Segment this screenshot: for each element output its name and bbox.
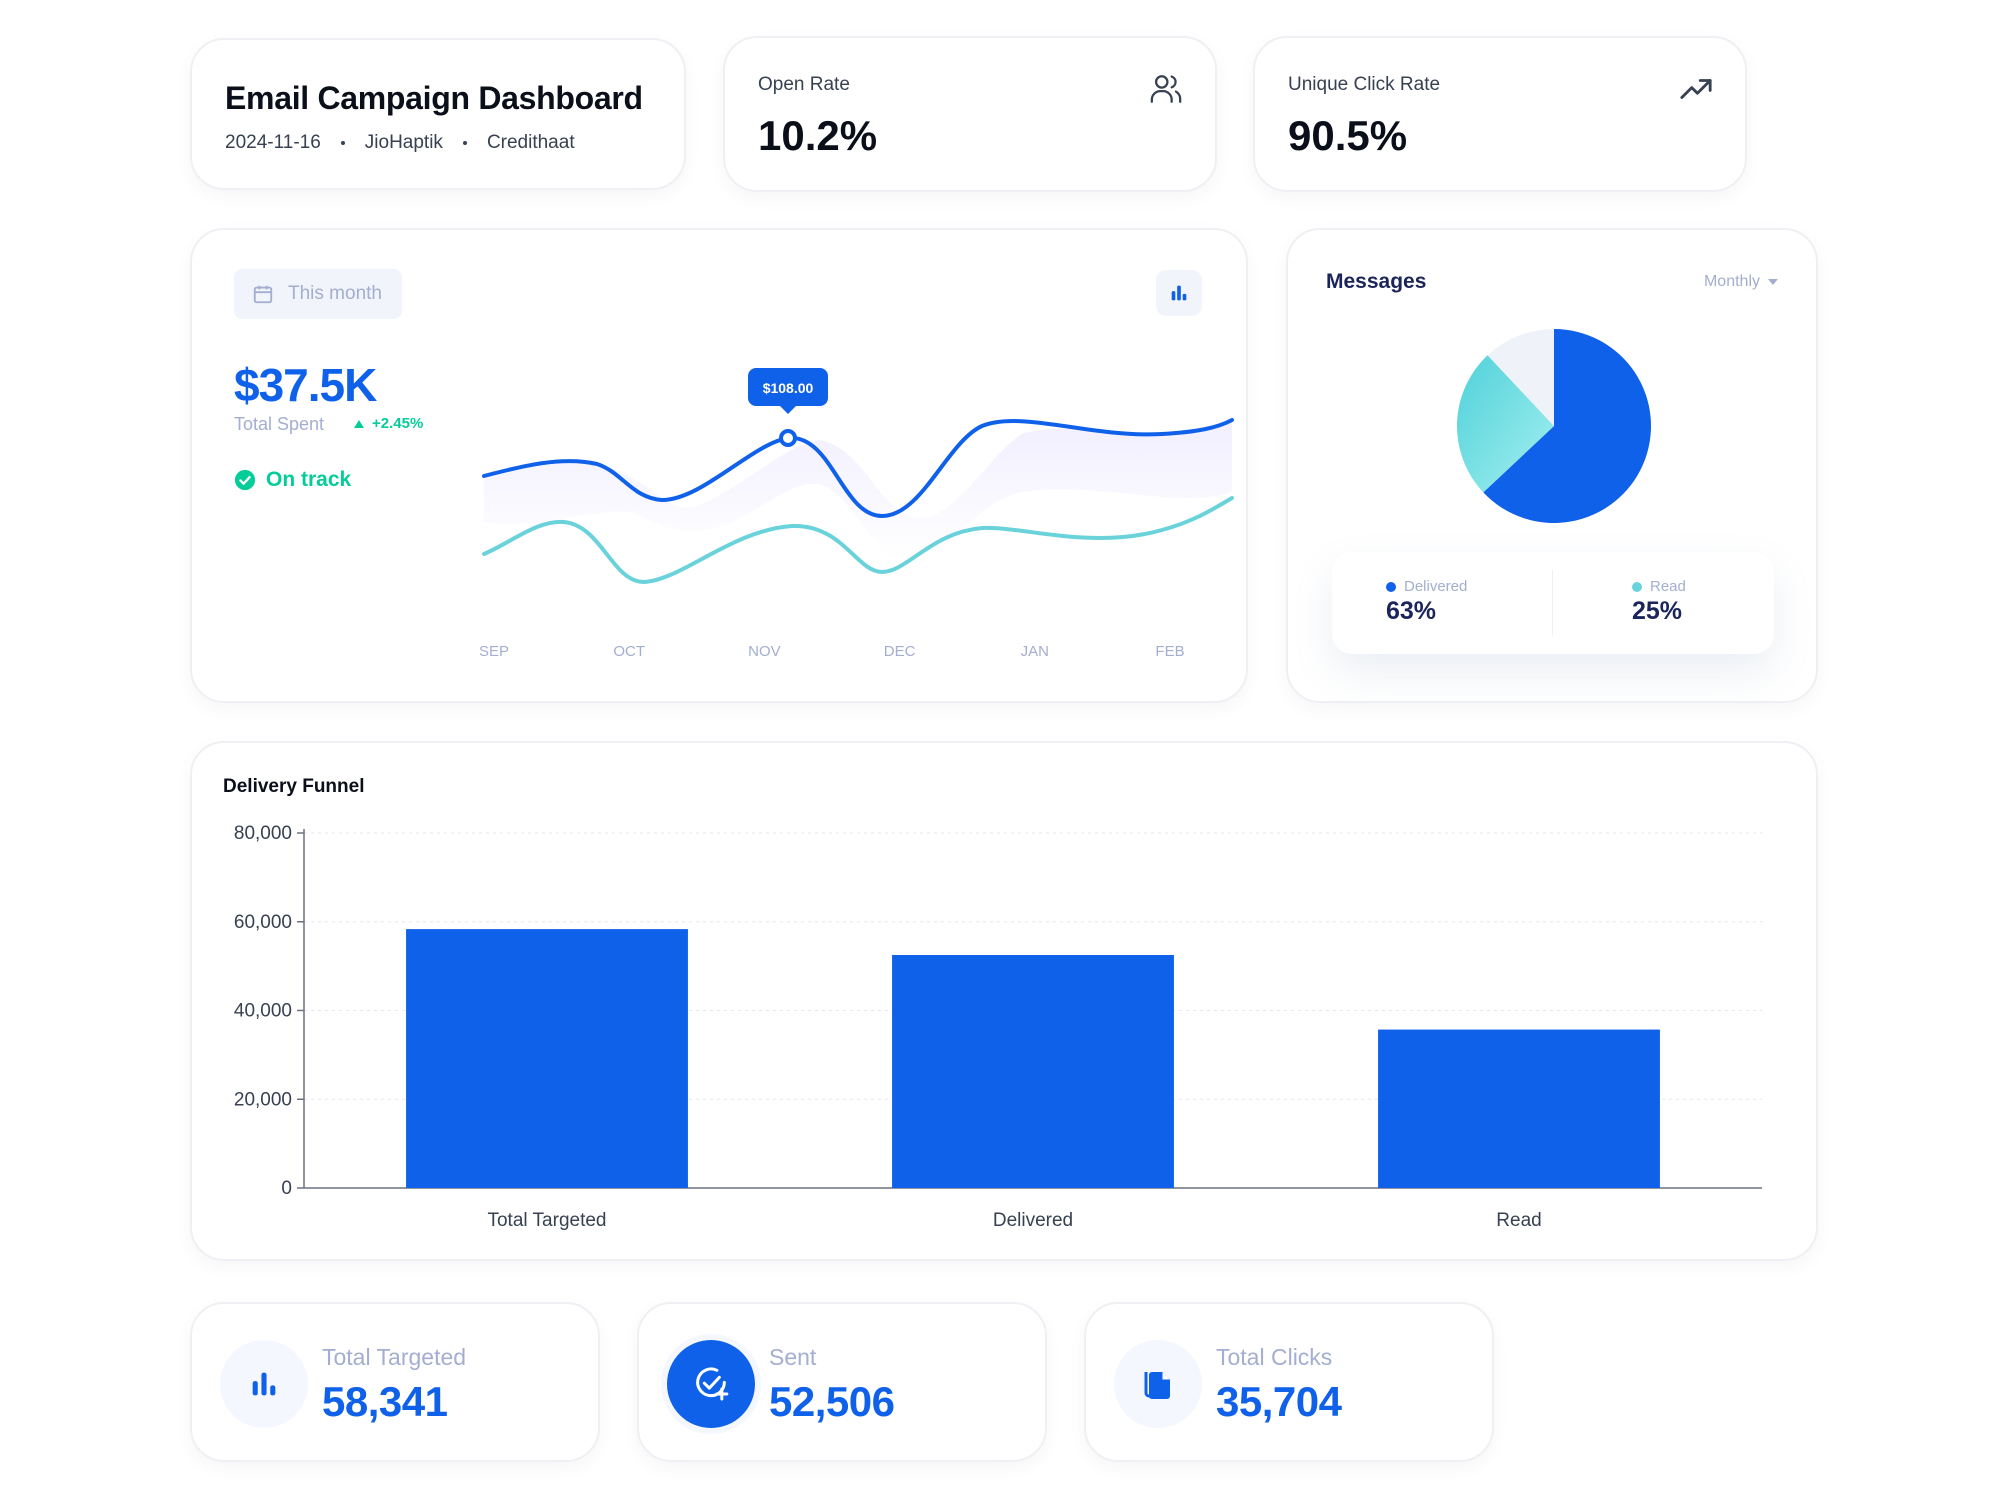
stat-icon-wrap bbox=[667, 1340, 755, 1428]
month-label: FEB bbox=[1155, 643, 1184, 660]
stat-value: 52,506 bbox=[769, 1378, 895, 1425]
legend-item-read: Read 25% bbox=[1632, 578, 1686, 626]
status-text: On track bbox=[266, 468, 352, 491]
caret-up-icon bbox=[354, 419, 364, 428]
stat-card-sent: Sent 52,506 bbox=[637, 1302, 1047, 1462]
month-label: DEC bbox=[884, 643, 916, 660]
x-tick-label: Total Targeted bbox=[487, 1210, 606, 1231]
users-icon bbox=[1150, 75, 1182, 103]
stat-value: 58,341 bbox=[322, 1378, 448, 1425]
click-rate-card: Unique Click Rate 90.5% bbox=[1253, 36, 1747, 192]
stat-label: Total Targeted bbox=[322, 1344, 467, 1370]
month-label: OCT bbox=[613, 643, 645, 660]
messages-card: Messages Monthly Delivered 63% Read 25% bbox=[1286, 228, 1818, 703]
bar-chart-icon bbox=[252, 1372, 276, 1396]
y-tick-label: 40,000 bbox=[234, 1001, 292, 1022]
bar-total-targeted[interactable] bbox=[406, 929, 688, 1188]
separator-dot bbox=[340, 141, 345, 145]
x-tick-label: Read bbox=[1496, 1210, 1541, 1231]
bar-chart-icon bbox=[1171, 285, 1187, 301]
secondary-series-line bbox=[482, 496, 1234, 585]
campaign-meta: 2024-11-16 JioHaptik Credithaat bbox=[225, 132, 575, 154]
campaign-brand: Credithaat bbox=[486, 132, 575, 153]
delivery-funnel-chart: 0 20,000 40,000 60,000 80,000 Total Targeted D… bbox=[234, 823, 1762, 1231]
month-label: JAN bbox=[1021, 643, 1049, 660]
stat-value: 35,704 bbox=[1216, 1378, 1342, 1425]
month-label: SEP bbox=[479, 643, 509, 660]
stat-card-total-clicks: Total Clicks 35,704 bbox=[1084, 1302, 1494, 1462]
primary-series-line bbox=[482, 418, 1234, 519]
legend-label-delivered: Delivered bbox=[1404, 578, 1468, 595]
chevron-down-icon bbox=[1768, 279, 1778, 285]
y-tick-label: 80,000 bbox=[234, 823, 292, 844]
spending-card: This month $37.5K Total Spent +2.45% On … bbox=[190, 228, 1248, 703]
header-card: Email Campaign Dashboard 2024-11-16 JioH… bbox=[190, 38, 686, 190]
y-tick-label: 0 bbox=[281, 1178, 292, 1199]
legend-divider bbox=[1552, 570, 1553, 636]
page-title: Email Campaign Dashboard bbox=[225, 80, 643, 116]
total-spent-label: Total Spent bbox=[234, 414, 325, 434]
stat-icon-wrap bbox=[1114, 1340, 1202, 1428]
bar-read[interactable] bbox=[1378, 1029, 1660, 1188]
month-label: NOV bbox=[748, 643, 781, 660]
pie-slice-delivered[interactable] bbox=[1483, 329, 1651, 523]
y-tick-label: 60,000 bbox=[234, 912, 292, 933]
campaign-account: JioHaptik bbox=[364, 132, 443, 153]
legend-dot-delivered bbox=[1386, 581, 1396, 592]
x-tick-label: Delivered bbox=[993, 1210, 1073, 1231]
pie-slice-other[interactable] bbox=[1487, 329, 1554, 426]
bar-delivered[interactable] bbox=[892, 955, 1174, 1188]
open-rate-value: 10.2% bbox=[758, 112, 878, 159]
value-tooltip: $108.00 bbox=[748, 368, 828, 414]
y-tick-label: 20,000 bbox=[234, 1089, 292, 1110]
spending-line-chart: $108.00 SEP OCT NOV DEC JAN FEB bbox=[479, 368, 1234, 660]
check-plus-icon bbox=[696, 1367, 729, 1401]
stat-icon-wrap bbox=[220, 1340, 308, 1428]
separator-dot bbox=[462, 141, 467, 145]
month-axis: SEP OCT NOV DEC JAN FEB bbox=[479, 643, 1185, 660]
status-badge: On track bbox=[234, 468, 351, 492]
messages-title: Messages bbox=[1326, 270, 1427, 293]
calendar-icon bbox=[253, 285, 273, 304]
stat-label: Sent bbox=[769, 1344, 817, 1370]
trending-up-icon bbox=[1680, 79, 1712, 99]
open-rate-card: Open Rate 10.2% bbox=[723, 36, 1217, 192]
spend-change: +2.45% bbox=[354, 415, 423, 432]
legend-value-delivered: 63% bbox=[1386, 597, 1437, 625]
files-icon bbox=[1144, 1372, 1170, 1399]
pie-slice-read[interactable] bbox=[1457, 355, 1554, 493]
delivery-funnel-card: Delivery Funnel 0 20,000 40,000 60,000 80,00… bbox=[190, 741, 1818, 1261]
messages-pie-chart bbox=[1457, 329, 1651, 523]
click-rate-label: Unique Click Rate bbox=[1288, 74, 1441, 95]
tooltip-text: $108.00 bbox=[763, 380, 814, 396]
open-rate-label: Open Rate bbox=[758, 74, 850, 95]
highlight-point[interactable] bbox=[779, 429, 797, 447]
period-label: This month bbox=[288, 283, 382, 304]
click-rate-value: 90.5% bbox=[1288, 112, 1408, 159]
stat-label: Total Clicks bbox=[1216, 1344, 1333, 1370]
legend-value-read: 25% bbox=[1632, 597, 1683, 625]
spend-change-value: +2.45% bbox=[372, 415, 424, 432]
legend-label-read: Read bbox=[1650, 578, 1686, 595]
total-spent-value: $37.5K bbox=[234, 359, 377, 411]
period-selector[interactable]: This month bbox=[234, 269, 402, 319]
messages-period-dropdown[interactable]: Monthly bbox=[1704, 273, 1778, 291]
legend-item-delivered: Delivered 63% bbox=[1386, 578, 1467, 626]
check-circle-icon bbox=[234, 469, 256, 491]
messages-period-label: Monthly bbox=[1703, 273, 1760, 290]
funnel-title: Delivery Funnel bbox=[223, 776, 365, 797]
campaign-date: 2024-11-16 bbox=[225, 132, 321, 153]
legend-dot-read bbox=[1632, 581, 1642, 592]
messages-legend: Delivered 63% Read 25% bbox=[1332, 552, 1774, 654]
stat-card-total-targeted: Total Targeted 58,341 bbox=[190, 1302, 600, 1462]
chart-type-button[interactable] bbox=[1156, 270, 1202, 316]
primary-line-shadow bbox=[484, 422, 1232, 560]
